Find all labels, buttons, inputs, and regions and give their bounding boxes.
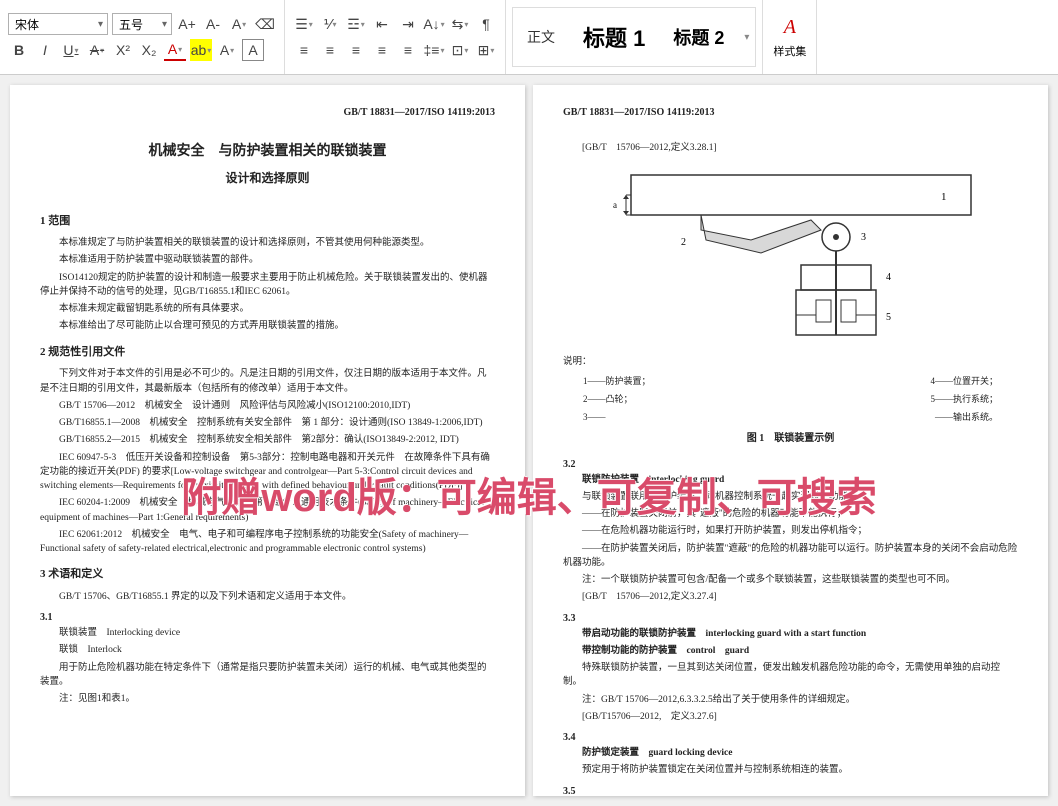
font-size-select[interactable]: 五号 (112, 13, 172, 35)
case-button[interactable]: A (228, 13, 250, 35)
doc-title: 机械安全 与防护装置相关的联锁装置 (40, 141, 495, 163)
grow-font-button[interactable]: A+ (176, 13, 198, 35)
bold-button[interactable]: B (8, 39, 30, 61)
section-1: 1 范围 (40, 213, 495, 231)
numbering-button[interactable]: ⅟ (319, 13, 341, 35)
svg-text:5: 5 (886, 312, 891, 323)
multilevel-button[interactable]: ☲ (345, 13, 367, 35)
sort-button[interactable]: A↓ (423, 13, 445, 35)
tabs-button[interactable]: ⇆ (449, 13, 471, 35)
bullets-button[interactable]: ☰ (293, 13, 315, 35)
page-right: GB/T 18831—2017/ISO 14119:2013 [GB/T 157… (533, 85, 1048, 796)
font-family-select[interactable]: 宋体 (8, 13, 108, 35)
highlight-button[interactable]: ab (190, 39, 212, 61)
underline-button[interactable]: U (60, 39, 82, 61)
outdent-button[interactable]: ⇤ (371, 13, 393, 35)
align-center-button[interactable]: ≡ (319, 39, 341, 61)
page-header: GB/T 18831—2017/ISO 14119:2013 (40, 105, 495, 121)
line-spacing-button[interactable]: ‡≡ (423, 39, 445, 61)
doc-subtitle: 设计和选择原则 (40, 169, 495, 188)
section-2: 2 规范性引用文件 (40, 344, 495, 362)
shading-button[interactable]: A (216, 39, 238, 61)
figure-1-diagram: 1 2 3 4 5 a (601, 165, 981, 345)
section-3: 3 术语和定义 (40, 566, 495, 584)
style-set-button[interactable]: A 样式集 (763, 0, 817, 74)
style-normal[interactable]: 正文 (513, 21, 569, 53)
align-right-button[interactable]: ≡ (345, 39, 367, 61)
clear-format-button[interactable]: ⌫ (254, 13, 276, 35)
font-color-button[interactable]: A (164, 39, 186, 61)
char-border-button[interactable]: A (242, 39, 264, 61)
show-marks-button[interactable]: ¶ (475, 13, 497, 35)
svg-text:a: a (613, 200, 617, 210)
superscript-button[interactable]: X² (112, 39, 134, 61)
page-header: GB/T 18831—2017/ISO 14119:2013 (563, 105, 1018, 121)
svg-text:2: 2 (681, 237, 686, 248)
style-more-icon[interactable]: ▾ (738, 32, 755, 43)
borders-button[interactable]: ⊞ (475, 39, 497, 61)
style-heading2[interactable]: 标题 2 (659, 18, 738, 56)
strike-button[interactable]: A (86, 39, 108, 61)
shrink-font-button[interactable]: A- (202, 13, 224, 35)
svg-text:4: 4 (886, 272, 891, 283)
align-dist-button[interactable]: ≡ (397, 39, 419, 61)
subscript-button[interactable]: X₂ (138, 39, 160, 61)
align-left-button[interactable]: ≡ (293, 39, 315, 61)
page-left: GB/T 18831—2017/ISO 14119:2013 机械安全 与防护装… (10, 85, 525, 796)
svg-text:1: 1 (941, 191, 947, 203)
toolbar: 宋体 五号 A+ A- A ⌫ B I U A X² X₂ A ab A A ☰… (0, 0, 1058, 75)
para-shading-button[interactable]: ⊡ (449, 39, 471, 61)
indent-button[interactable]: ⇥ (397, 13, 419, 35)
fig-caption: 图 1 联锁装置示例 (563, 431, 1018, 447)
style-heading1[interactable]: 标题 1 (569, 15, 659, 59)
italic-button[interactable]: I (34, 39, 56, 61)
svg-text:3: 3 (861, 232, 866, 243)
align-justify-button[interactable]: ≡ (371, 39, 393, 61)
